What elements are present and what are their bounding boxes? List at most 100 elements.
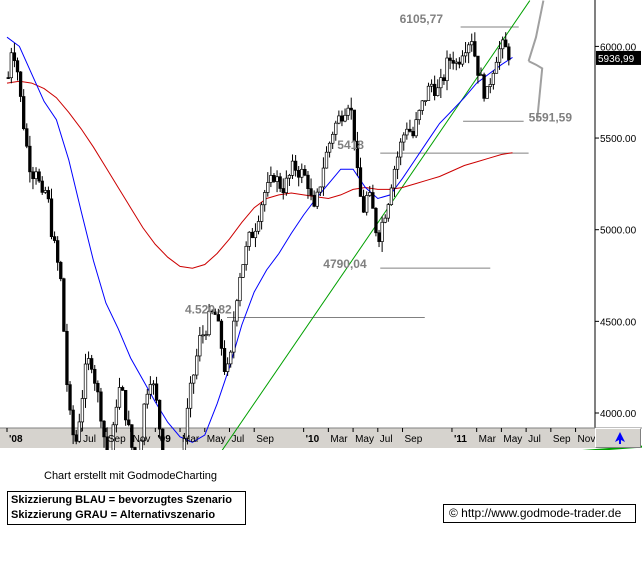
candle-body — [457, 61, 462, 65]
candle-body — [90, 358, 94, 370]
candle-body — [238, 276, 242, 302]
candle-body — [324, 151, 329, 169]
candle-body — [389, 187, 394, 205]
candle-body — [488, 84, 492, 87]
candle-body — [25, 128, 29, 147]
candle-body — [182, 438, 187, 450]
candle-body — [463, 52, 468, 57]
candle-body — [130, 424, 134, 448]
candle-body — [331, 133, 335, 144]
candle-body — [43, 190, 47, 193]
candle-body — [392, 168, 397, 189]
x-tick-label: Nov — [578, 434, 596, 445]
y-tick-label: 4000.00 — [600, 409, 637, 420]
candle-body — [93, 368, 97, 384]
candle-body — [420, 100, 424, 111]
candle-body — [259, 204, 264, 222]
candle-body — [247, 231, 251, 247]
candle-body — [269, 175, 273, 183]
candle-body — [15, 60, 20, 73]
candle-body — [9, 52, 13, 79]
candle-body — [287, 175, 292, 179]
candle-body — [241, 264, 245, 278]
candle-body — [102, 420, 106, 438]
level-label: 4790,04 — [323, 257, 367, 271]
candle-body — [275, 176, 279, 182]
x-tick-label: Jul — [528, 434, 541, 445]
candle-body — [454, 61, 458, 64]
candle-body — [244, 245, 248, 265]
candle-body — [188, 382, 193, 409]
candle-body — [52, 236, 57, 241]
price-chart: 6105,775591,5954184790,044.520,823460,71… — [0, 0, 642, 450]
x-tick-label: '10 — [306, 434, 320, 445]
candle-body — [377, 232, 381, 242]
candle-body — [349, 107, 353, 111]
x-tick-label: Sep — [553, 434, 571, 445]
candle-body — [439, 77, 443, 89]
candle-body — [321, 167, 326, 188]
candle-body — [18, 71, 23, 97]
candle-body — [346, 107, 350, 116]
candle-body — [62, 278, 66, 332]
source-link[interactable]: © http://www.godmode-trader.de — [443, 504, 636, 523]
cursor-icon — [615, 432, 625, 444]
candle-body — [278, 176, 282, 189]
candle-body — [365, 195, 369, 213]
candle-body — [368, 192, 372, 196]
candle-body — [68, 384, 72, 411]
candle-body — [383, 217, 387, 223]
candle-body — [216, 314, 221, 322]
candle-body — [22, 96, 26, 130]
candle-body — [235, 300, 239, 322]
x-tick-label: '11 — [454, 434, 467, 445]
candle-body — [253, 230, 258, 239]
chart-navigator-button[interactable] — [595, 428, 641, 448]
level-label: 6105,77 — [400, 12, 444, 26]
candle-body — [284, 177, 288, 194]
candle-body — [436, 87, 440, 96]
candle-body — [198, 335, 202, 357]
candle-body — [297, 169, 301, 178]
candle-body — [201, 334, 205, 337]
candle-body — [185, 407, 190, 439]
x-tick-label: Jul — [231, 434, 244, 445]
scenario-arrow — [527, 0, 545, 62]
candle-body — [213, 311, 217, 315]
x-tick-label: Mar — [479, 434, 497, 445]
candle-body — [31, 171, 35, 180]
last-value-badge — [596, 50, 641, 65]
scenario-arrow — [528, 60, 544, 120]
candle-body — [266, 182, 270, 193]
x-tick-label: May — [207, 434, 226, 445]
candle-body — [417, 110, 421, 121]
candle-body — [482, 74, 486, 99]
candle-body — [96, 382, 100, 393]
candle-body — [161, 428, 165, 450]
candle-body — [352, 109, 356, 142]
candle-body — [500, 39, 505, 50]
candle-body — [405, 128, 409, 136]
candle-body — [312, 194, 316, 207]
candle-body — [74, 434, 78, 442]
candle-body — [83, 363, 88, 399]
candle-body — [426, 85, 431, 101]
candle-body — [315, 191, 319, 207]
x-tick-label: Sep — [256, 434, 274, 445]
candle-body — [232, 320, 236, 353]
candle-body — [380, 221, 384, 242]
candle-body — [507, 46, 511, 61]
candle-body — [56, 240, 60, 263]
candle-body — [494, 61, 499, 74]
candle-body — [229, 351, 233, 365]
candle-body — [105, 436, 109, 450]
sma-200-line — [6, 80, 513, 269]
candle-body — [408, 128, 412, 132]
candle-body — [12, 52, 17, 62]
x-tick-label: Jul — [380, 434, 393, 445]
candle-body — [142, 403, 146, 442]
candle-body — [343, 114, 347, 122]
scenario-legend: Skizzierung BLAU = bevorzugtes Szenario … — [7, 491, 246, 525]
candle-body — [256, 221, 261, 232]
candle-body — [479, 74, 483, 77]
